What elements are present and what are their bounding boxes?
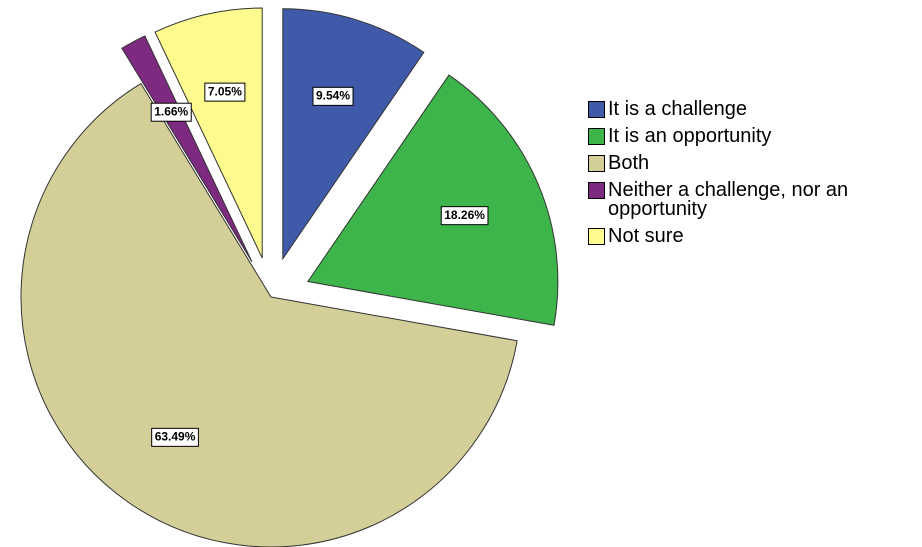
data-label-text: 1.66% (154, 104, 188, 118)
data-label: 18.26% (440, 206, 489, 226)
pie-slice (307, 74, 559, 326)
label-box (151, 427, 199, 447)
data-label-text: 63.49% (155, 430, 196, 444)
legend-label: It is a challenge (608, 98, 747, 120)
label-box (440, 206, 489, 226)
legend-label: Neither a challenge, nor an opportunity (608, 179, 849, 220)
data-label-text: 7.05% (208, 84, 242, 98)
label-box (204, 82, 246, 102)
data-label: 9.54% (312, 86, 354, 106)
legend-label: Not sure (608, 225, 684, 247)
pie-slice (282, 8, 425, 261)
legend-swatch (588, 228, 605, 245)
legend-item: It is a challenge (588, 98, 918, 120)
pie-slice (20, 82, 518, 547)
data-label: 7.05% (204, 82, 246, 102)
pie-slice (121, 35, 253, 263)
legend-label: It is an opportunity (608, 125, 772, 147)
label-box (312, 86, 354, 106)
legend-label: Both (608, 152, 650, 174)
data-label: 63.49% (151, 427, 199, 447)
label-box (150, 102, 192, 122)
legend-swatch (588, 155, 605, 172)
data-label-text: 9.54% (316, 89, 350, 103)
legend: It is a challenge It is an opportunity Bot… (588, 98, 918, 254)
data-label: 1.66% (150, 102, 192, 122)
data-label-text: 18.26% (444, 208, 485, 222)
legend-item: Not sure (588, 225, 918, 247)
legend-swatch (588, 101, 605, 118)
legend-item: Both (588, 152, 918, 174)
legend-item: It is an opportunity (588, 125, 918, 147)
legend-item: Neither a challenge, nor an opportunity (588, 179, 918, 220)
pie-slice (154, 7, 263, 259)
legend-swatch (588, 182, 605, 199)
legend-swatch (588, 128, 605, 145)
